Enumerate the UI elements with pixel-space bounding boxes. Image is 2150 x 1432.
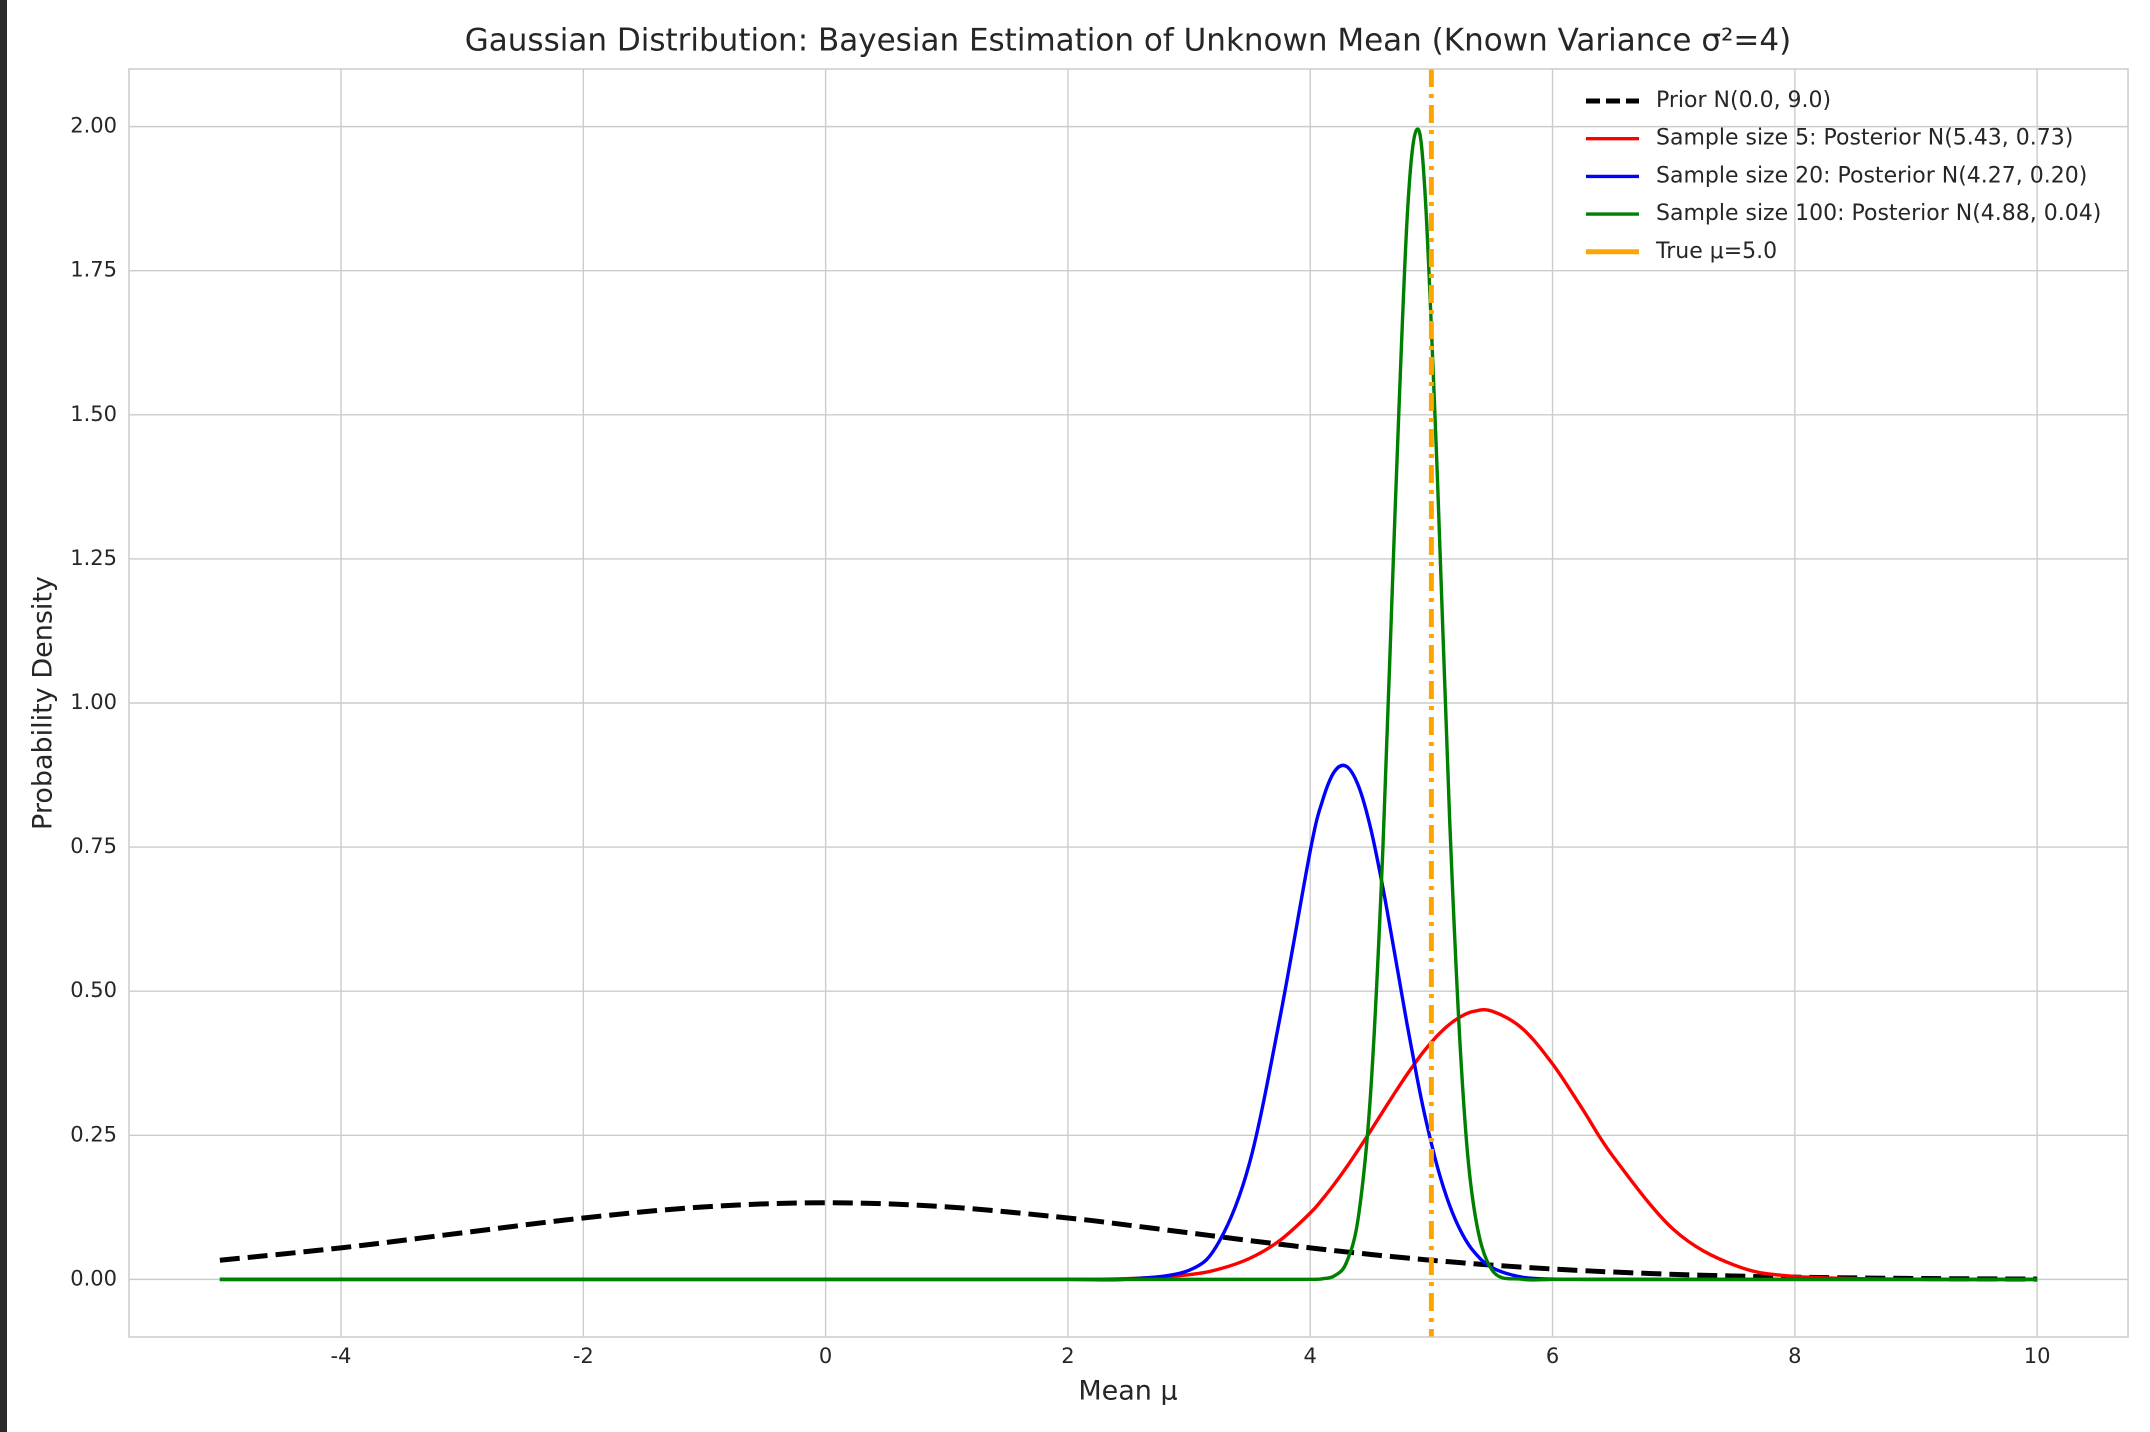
window-edge bbox=[0, 0, 7, 1432]
y-axis-label: Probability Density bbox=[28, 576, 59, 830]
x-tick-label: 10 bbox=[2024, 1344, 2051, 1368]
x-tick-label: 0 bbox=[819, 1344, 832, 1368]
x-tick-label: 4 bbox=[1304, 1344, 1317, 1368]
grid bbox=[129, 69, 2128, 1337]
x-axis-label: Mean μ bbox=[1078, 1376, 1177, 1407]
x-tick-label: 8 bbox=[1788, 1344, 1801, 1368]
x-tick-label: -4 bbox=[331, 1344, 352, 1368]
legend-label: Sample size 20: Posterior N(4.27, 0.20) bbox=[1656, 163, 2087, 188]
y-tick-label: 0.25 bbox=[70, 1122, 117, 1146]
y-tick-label: 2.00 bbox=[70, 114, 117, 138]
y-tick-label: 0.75 bbox=[70, 834, 117, 858]
series-line bbox=[219, 127, 2038, 1282]
plot-area bbox=[219, 69, 2038, 1337]
legend-label: Sample size 100: Posterior N(4.88, 0.04) bbox=[1656, 201, 2101, 226]
ticks: -4 -2 0 2 4 6 8 10 0.00 0.25 0.50 0.75 1.00 1.25 1.50 1… bbox=[70, 114, 2050, 1368]
y-tick-label: 1.75 bbox=[70, 258, 117, 282]
y-tick-label: 0.00 bbox=[70, 1266, 117, 1290]
axes-frame bbox=[128, 68, 2129, 1338]
legend-label: Sample size 5: Posterior N(5.43, 0.73) bbox=[1656, 126, 2073, 151]
x-tick-label: 6 bbox=[1546, 1344, 1559, 1368]
y-tick-label: 0.50 bbox=[70, 978, 117, 1002]
chart-title: Gaussian Distribution: Bayesian Estimati… bbox=[465, 23, 1791, 59]
series-line bbox=[219, 763, 2038, 1282]
legend: Prior N(0.0, 9.0) Sample size 5: Posterio… bbox=[1586, 88, 2101, 264]
series-line bbox=[219, 1200, 2038, 1282]
x-tick-label: 2 bbox=[1061, 1344, 1074, 1368]
y-tick-label: 1.25 bbox=[70, 546, 117, 570]
series-line bbox=[219, 1008, 2038, 1282]
y-tick-label: 1.00 bbox=[70, 690, 117, 714]
x-tick-label: -2 bbox=[573, 1344, 594, 1368]
y-tick-label: 1.50 bbox=[70, 402, 117, 426]
legend-label: True μ=5.0 bbox=[1655, 239, 1777, 264]
legend-label: Prior N(0.0, 9.0) bbox=[1656, 88, 1831, 113]
